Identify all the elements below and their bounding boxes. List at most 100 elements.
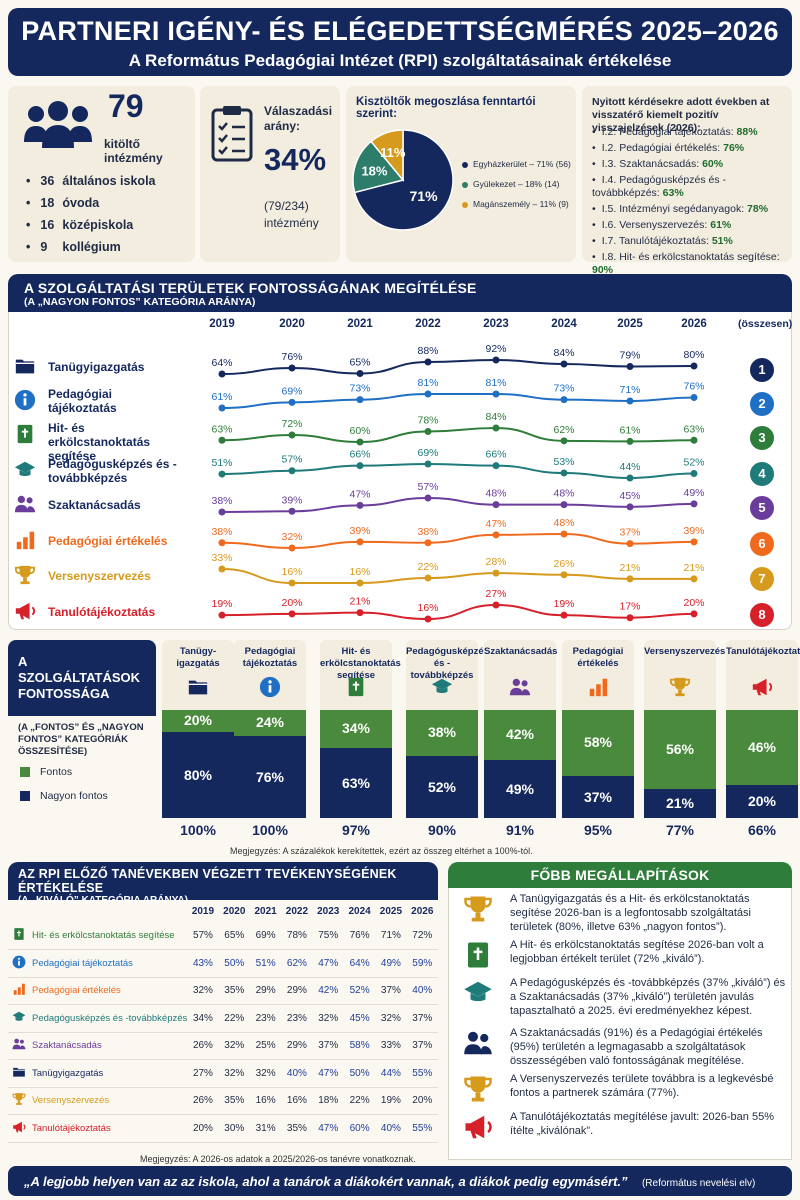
table-cell: 40% [281,1059,313,1088]
trophy-icon [14,565,36,585]
data-label: 69% [417,447,438,459]
data-point [356,438,364,446]
table-row-label: Hit- és erkölcstanoktatás segítése [8,922,188,950]
data-label: 49% [683,487,704,499]
table-cell: 37% [406,1032,438,1060]
data-label: 88% [417,345,438,357]
bar-segment-fontos: 34% [320,710,392,748]
data-label: 17% [619,601,640,613]
bar-segment-nagyon-fontos: 80% [162,731,234,818]
data-label: 73% [349,383,370,395]
category-label: Hit- és erkölcstanoktatás segítése [320,646,401,681]
data-point [626,540,634,548]
bible-icon [14,928,24,940]
bar-segment-fontos: 42% [484,710,556,760]
data-point [288,467,296,475]
table-row-label: Pedagógusképzés és -továbbképzés [8,1004,188,1033]
response-rate-card: Válaszadási arány: 34% (79/234) intézmény [200,86,340,262]
category-icon-wrapper [320,676,392,704]
table-cell: 35% [281,1114,313,1143]
series-line [221,358,695,375]
rank-badge: 7 [750,567,774,591]
bar-segment-nagyon-fontos: 76% [234,735,306,818]
finding-text: A Pedagógusképzés és -továbbképzés (37% … [510,977,786,1017]
data-point [626,437,634,445]
table-cell: 47% [312,1114,344,1143]
data-point [356,609,364,617]
feedback-item: I.6. Versenyszervezés: 61% [592,219,792,232]
table-row: Versenyszervezés 26% 35% 16% 16% 18% 22% 19% 20% [8,1087,438,1115]
table-cell: 31% [249,1114,282,1143]
megaphone-icon [465,1115,492,1139]
importance-line-chart: 64% 76% 65% 88% 92% 84% 79% 80% 61% 69% 73% 81% 81% 7… [211,343,705,623]
table-cell: 33% [375,1032,407,1060]
institutions-label: kitöltő intézmény [104,137,163,165]
finding-text: A Szaktanácsadás (91%) és a Pedagógiai é… [510,1027,763,1067]
bar-segment-fontos: 38% [406,710,478,756]
data-point [560,469,568,477]
section-subtitle: (A „FONTOS” ÉS „NAGYON FONTOS” KATEGÓRIÁ… [18,722,144,757]
table-cell: 72% [406,922,438,950]
pie-legend-item: Egyházkerület – 71% (56) [462,159,571,169]
table-cell: 37% [406,1004,438,1033]
data-label: 47% [349,488,370,500]
data-point [424,494,432,502]
rank-badge: 5 [750,496,774,520]
section-importance-summary: A SZOLGÁLTATÁSOK FONTOSSÁGA (A „FONTOS” … [8,640,156,850]
table-cell: 49% [375,949,407,978]
data-label: 81% [485,377,506,389]
table-cell: 18% [312,1087,344,1115]
bar-total-label: 91% [505,822,535,838]
data-label: 16% [417,602,438,614]
data-point [288,364,296,372]
section-title: AZ RPI ELŐZŐ TANÉVEKBEN VÉGZETT TEVÉKENY… [18,867,397,895]
table-cell: 60% [343,1114,376,1143]
table-row: Szaktanácsadás 26% 32% 25% 29% 37% 58% 33% 37% [8,1032,438,1060]
quote-source: (Református nevelési elv) [641,1178,756,1189]
page-subtitle: A Református Pedagógiai Intézet (RPI) sz… [128,51,672,70]
table-cell: 40% [406,977,438,1005]
series-line [221,603,695,621]
table-header-cell: 2025 [379,905,403,917]
bar-total-label: 100% [180,822,216,838]
data-point [288,431,296,439]
table-cell: 20% [187,1114,219,1143]
data-label: 57% [417,481,438,493]
finding-text: A Versenyszervezés területe továbbra is … [510,1073,774,1099]
table-cell: 32% [187,977,219,1005]
table-cell: 30% [218,1114,250,1143]
data-point [424,615,432,623]
data-point [626,575,634,583]
finding-text: A Hit- és erkölcstanoktatás segítése 202… [510,939,764,965]
trophy-icon [464,896,492,922]
bar-segment-nagyon-fontos: 49% [484,759,556,818]
series-line [221,532,695,550]
table-cell: 37% [312,1032,344,1060]
data-label: 52% [683,457,704,469]
data-label: 37% [619,527,640,539]
category-label: Pedagógiai tájékoztatás [242,646,298,669]
legend-item: Nagyon fontos [20,790,108,802]
bar-total-label: 100% [252,822,288,838]
excellence-table: 2019 2020 2021 2022 2023 2024 2025 2026 Hit- és… [8,900,438,1143]
data-label: 39% [281,494,302,506]
table-cell: 29% [281,977,313,1005]
data-label: 63% [211,423,232,435]
data-label: 21% [349,596,370,608]
pie-chart: 71% 18% 11% [352,129,454,231]
table-cell: 47% [312,1059,344,1088]
category-label: Tanulótájékoztatás [726,646,800,657]
data-point [690,436,698,444]
data-point [492,462,500,470]
finding-icon-wrapper [458,1112,498,1149]
data-label: 76% [683,381,704,393]
feedback-item: I.3. Szaktanácsadás: 60% [592,158,792,171]
series-name: Hit- és erkölcstanoktatás segítése [48,421,151,463]
data-point [492,501,500,509]
data-label: 20% [281,597,302,609]
data-label: 32% [281,531,302,543]
table-cell: 22% [343,1087,376,1115]
data-label: 21% [683,562,704,574]
